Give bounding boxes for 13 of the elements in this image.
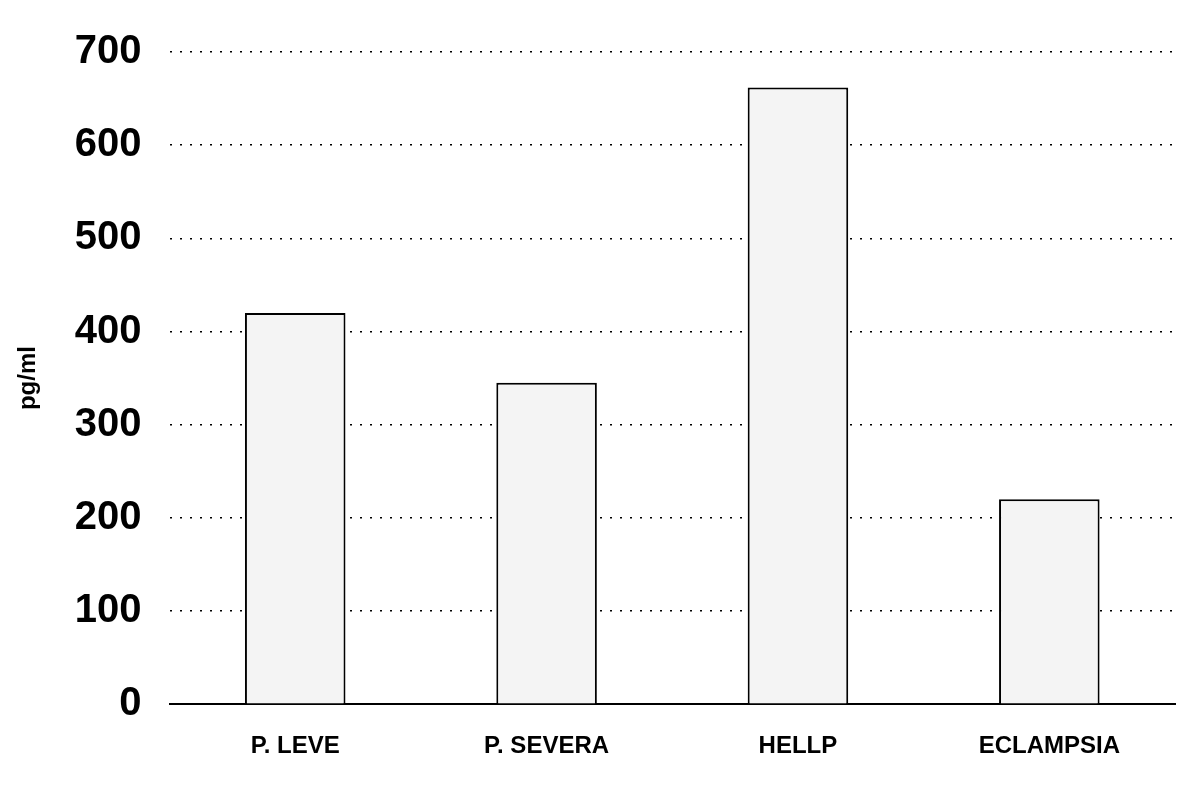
x-tick-label: P. LEVE — [250, 731, 340, 759]
y-axis-title: pg/ml — [13, 346, 41, 411]
y-tick-label: 400 — [74, 306, 142, 351]
x-tick-label: P. SEVERA — [484, 731, 610, 759]
y-tick-label: 200 — [74, 492, 142, 537]
y-tick-label: 600 — [74, 120, 142, 165]
x-tick-label: HELLP — [758, 731, 838, 759]
y-tick-label: 100 — [74, 586, 142, 631]
y-tick-label: 700 — [74, 27, 142, 72]
y-tick-label: 0 — [119, 679, 142, 724]
y-tick-label: 500 — [74, 213, 142, 258]
y-tick-label: 300 — [74, 399, 142, 444]
x-tick-label: ECLAMPSIA — [978, 731, 1120, 759]
